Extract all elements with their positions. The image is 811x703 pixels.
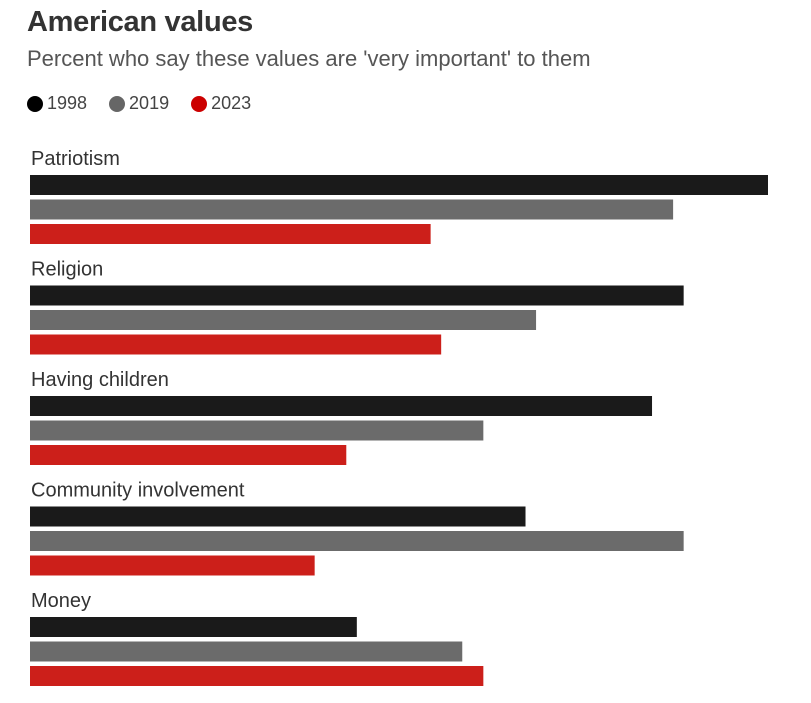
legend-label-1998: 1998 <box>47 93 88 113</box>
category-label: Patriotism <box>31 148 120 170</box>
legend-item-2019: 2019 <box>109 93 169 114</box>
category-group-community-involvement: Community involvement <box>30 480 684 576</box>
bar-1998 <box>30 617 357 637</box>
legend: 1998 2019 2023 <box>27 93 273 114</box>
category-group-patriotism: Patriotism <box>30 148 768 244</box>
bar-1998 <box>30 396 653 416</box>
category-group-having-children: Having children <box>30 369 653 465</box>
category-label: Money <box>31 590 91 612</box>
legend-swatch-1998 <box>27 95 43 112</box>
bar-2023 <box>30 445 347 465</box>
chart-subtitle: Percent who say these values are 'very i… <box>27 46 591 71</box>
bar-2019 <box>30 641 463 662</box>
legend-item-2023: 2023 <box>191 93 251 114</box>
legend-label-2023: 2023 <box>211 93 252 113</box>
bar-1998 <box>30 506 526 527</box>
bar-1998 <box>30 175 768 195</box>
category-label: Community involvement <box>31 480 245 502</box>
bar-2019 <box>30 199 674 220</box>
legend-swatch-2023 <box>191 95 208 112</box>
legend-swatch-2019 <box>109 95 126 112</box>
bar-2023 <box>30 334 442 355</box>
bar-2019 <box>30 531 684 551</box>
legend-item-1998: 1998 <box>27 93 87 114</box>
bar-2023 <box>30 224 431 244</box>
bar-2023 <box>30 555 315 576</box>
category-group-religion: Religion <box>30 259 684 355</box>
bar-2019 <box>30 310 537 330</box>
bar-2019 <box>30 420 484 441</box>
bar-1998 <box>30 285 684 306</box>
category-label: Religion <box>31 259 103 281</box>
category-group-money: Money <box>30 590 484 686</box>
category-label: Having children <box>31 369 169 391</box>
chart-title: American values <box>27 6 254 38</box>
legend-label-2019: 2019 <box>129 93 170 113</box>
bar-2023 <box>30 666 484 686</box>
